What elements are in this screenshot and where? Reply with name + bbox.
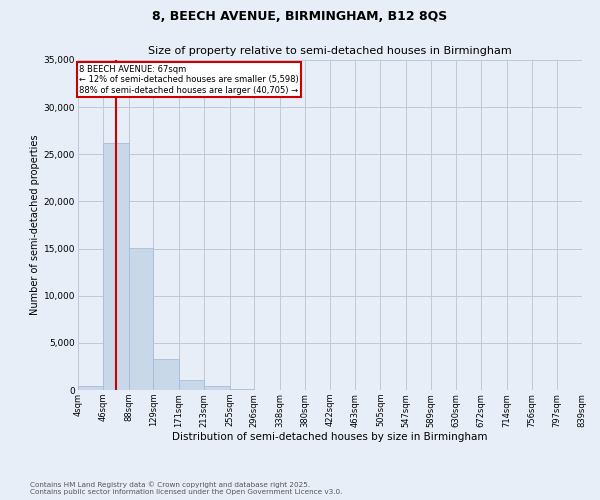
Bar [129, 248, 154, 390]
Text: Contains HM Land Registry data © Crown copyright and database right 2025.
Contai: Contains HM Land Registry data © Crown c… [30, 482, 343, 495]
X-axis label: Distribution of semi-detached houses by size in Birmingham: Distribution of semi-detached houses by … [172, 432, 488, 442]
Bar [78, 386, 103, 390]
Bar [179, 380, 204, 390]
Title: Size of property relative to semi-detached houses in Birmingham: Size of property relative to semi-detach… [148, 46, 512, 56]
Y-axis label: Number of semi-detached properties: Number of semi-detached properties [29, 134, 40, 316]
Bar [204, 386, 230, 390]
Text: 8, BEECH AVENUE, BIRMINGHAM, B12 8QS: 8, BEECH AVENUE, BIRMINGHAM, B12 8QS [152, 10, 448, 23]
Bar [230, 388, 254, 390]
Bar [103, 143, 129, 390]
Text: 8 BEECH AVENUE: 67sqm
← 12% of semi-detached houses are smaller (5,598)
88% of s: 8 BEECH AVENUE: 67sqm ← 12% of semi-deta… [79, 64, 299, 94]
Bar [154, 359, 179, 390]
